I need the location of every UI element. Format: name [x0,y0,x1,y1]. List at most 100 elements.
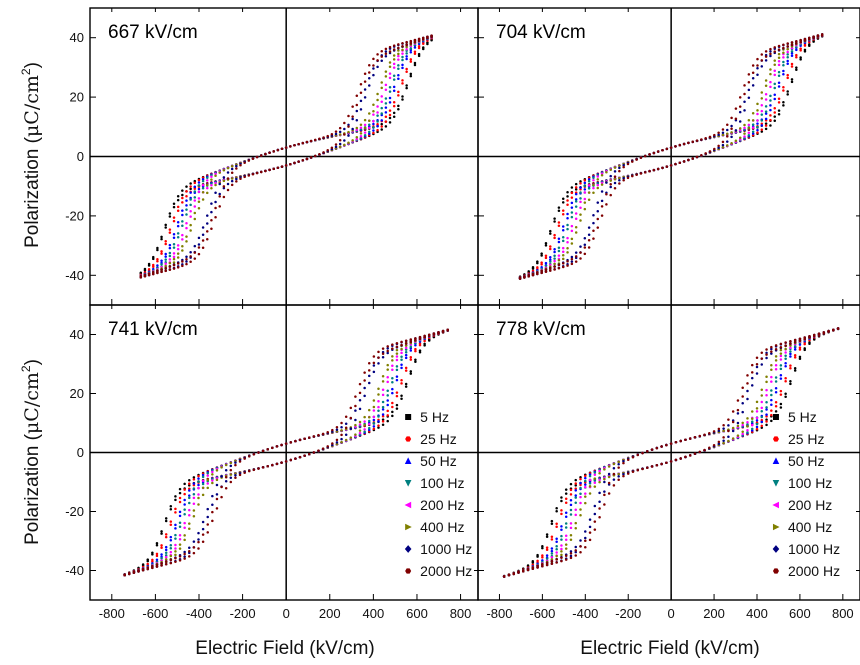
data-point [381,423,385,427]
data-point [704,137,707,140]
data-point [622,177,625,180]
data-point [343,143,346,147]
data-point [773,63,776,66]
data-point [765,388,768,392]
data-point [401,66,404,70]
data-point [622,178,625,182]
data-point [392,115,396,119]
data-point [380,112,383,115]
data-point [257,451,260,454]
data-point [160,564,163,567]
data-point [622,461,625,465]
data-point [343,127,346,131]
data-point [206,507,209,511]
data-point [264,152,267,156]
data-point [722,436,725,439]
data-point [363,386,366,390]
data-point [596,186,600,190]
data-point [756,125,759,129]
data-point [526,567,530,571]
data-point [755,427,759,431]
data-point [738,96,742,99]
data-point [555,545,558,548]
data-point [790,50,794,53]
data-point [770,419,773,423]
data-point [769,118,772,122]
data-point [751,76,755,80]
data-point [172,252,176,255]
data-point [793,348,797,351]
data-point [584,536,587,540]
data-point [372,103,375,106]
data-point [432,332,436,335]
data-point [178,538,182,541]
data-point [188,549,191,553]
data-point [401,55,404,59]
data-point [201,475,205,479]
data-point [751,126,755,129]
data-point [183,492,186,496]
data-point [746,431,749,434]
data-point [305,140,309,144]
data-point [206,474,209,477]
data-point [257,467,260,470]
data-point [769,108,772,112]
data-point [764,110,768,113]
data-point [384,115,388,119]
data-point [731,420,735,424]
data-point [678,161,682,165]
data-point [579,191,582,194]
data-point [750,363,754,367]
data-point [579,481,582,485]
data-point [560,550,563,553]
data-point [583,188,587,191]
data-point [612,478,616,481]
data-point [189,187,192,191]
data-point [688,454,692,457]
data-point [372,364,376,367]
y-axis-title-top: Polarization (μC/cm2) [19,62,43,248]
data-point [555,551,558,554]
data-point [756,119,759,122]
data-point [779,346,783,349]
data-point [695,155,699,159]
data-point [210,218,213,222]
data-point [574,182,578,186]
data-point [622,459,625,463]
data-point [550,547,554,550]
data-point [560,525,563,528]
data-point [355,103,359,107]
data-point [553,233,556,237]
data-point [741,386,744,389]
data-point [380,106,383,110]
data-point [779,389,783,393]
data-point [380,125,383,128]
data-point [717,131,720,135]
data-point [201,540,205,544]
data-point [193,199,197,202]
data-point [770,380,773,383]
data-point [774,387,778,390]
data-point [727,429,730,433]
data-point [427,333,431,336]
data-point [557,259,561,262]
data-point [326,149,329,152]
data-point [395,394,399,398]
data-point [574,501,577,505]
data-point [414,344,417,347]
data-point [808,334,811,338]
data-point [414,347,417,351]
data-point [248,455,251,458]
data-point [587,178,591,181]
data-point [397,90,400,94]
data-point [193,179,197,183]
data-point [544,270,548,273]
data-point [409,47,413,50]
data-point [782,72,785,76]
data-point [555,525,558,529]
data-point [386,347,389,350]
data-point [243,175,246,179]
data-point [392,74,396,78]
data-point [388,121,392,124]
data-point [617,472,620,476]
